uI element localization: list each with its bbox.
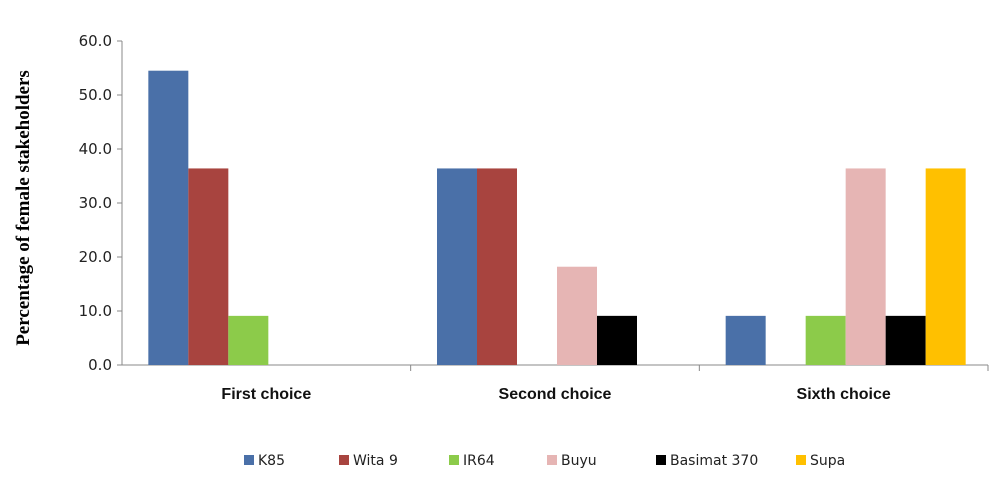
y-tick-labels: 0.0 10.0 20.0 30.0 40.0 50.0 60.0 — [79, 32, 112, 374]
bar-wita-9 — [477, 168, 517, 365]
legend-swatch — [339, 455, 349, 465]
bar-supa — [925, 168, 966, 365]
legend-label: Wita 9 — [353, 453, 398, 469]
bar-k85 — [437, 168, 477, 365]
legend-label: K85 — [258, 453, 285, 469]
bars — [148, 70, 966, 365]
category-labels: First choice Second choice Sixth choice — [221, 386, 890, 403]
bar-ir64 — [805, 315, 846, 365]
y-tick-label: 0.0 — [88, 356, 112, 374]
y-tick-label: 60.0 — [79, 32, 112, 50]
y-tick-label: 50.0 — [79, 86, 112, 104]
bar-k85 — [148, 70, 189, 365]
y-tick-label: 40.0 — [79, 140, 112, 158]
y-axis-label: Percentage of female stakeholders — [13, 70, 34, 346]
y-axis-title: Percentage of female stakeholders — [13, 70, 34, 346]
legend-swatch — [547, 455, 557, 465]
category-label: First choice — [221, 386, 311, 403]
legend-label: Basimat 370 — [670, 453, 758, 469]
legend-swatch — [449, 455, 459, 465]
bar-ir64 — [228, 315, 269, 365]
bar-basimat-370 — [885, 315, 926, 365]
bar-basimat-370 — [597, 315, 637, 365]
category-label: Second choice — [499, 386, 612, 403]
bar-k85 — [725, 315, 766, 365]
category-label: Sixth choice — [797, 386, 891, 403]
legend-label: Buyu — [561, 453, 597, 469]
legend-label: IR64 — [463, 453, 495, 469]
y-tick-label: 20.0 — [79, 248, 112, 266]
legend-swatch — [244, 455, 254, 465]
y-tick-label: 10.0 — [79, 302, 112, 320]
bar-wita-9 — [188, 168, 229, 365]
legend-label: Supa — [810, 453, 845, 469]
y-tick-label: 30.0 — [79, 194, 112, 212]
bar-buyu — [557, 266, 597, 365]
legend: K85 Wita 9 IR64 Buyu Basimat 370 Supa — [244, 453, 845, 469]
legend-swatch — [796, 455, 806, 465]
bar-buyu — [845, 168, 886, 365]
legend-swatch — [656, 455, 666, 465]
